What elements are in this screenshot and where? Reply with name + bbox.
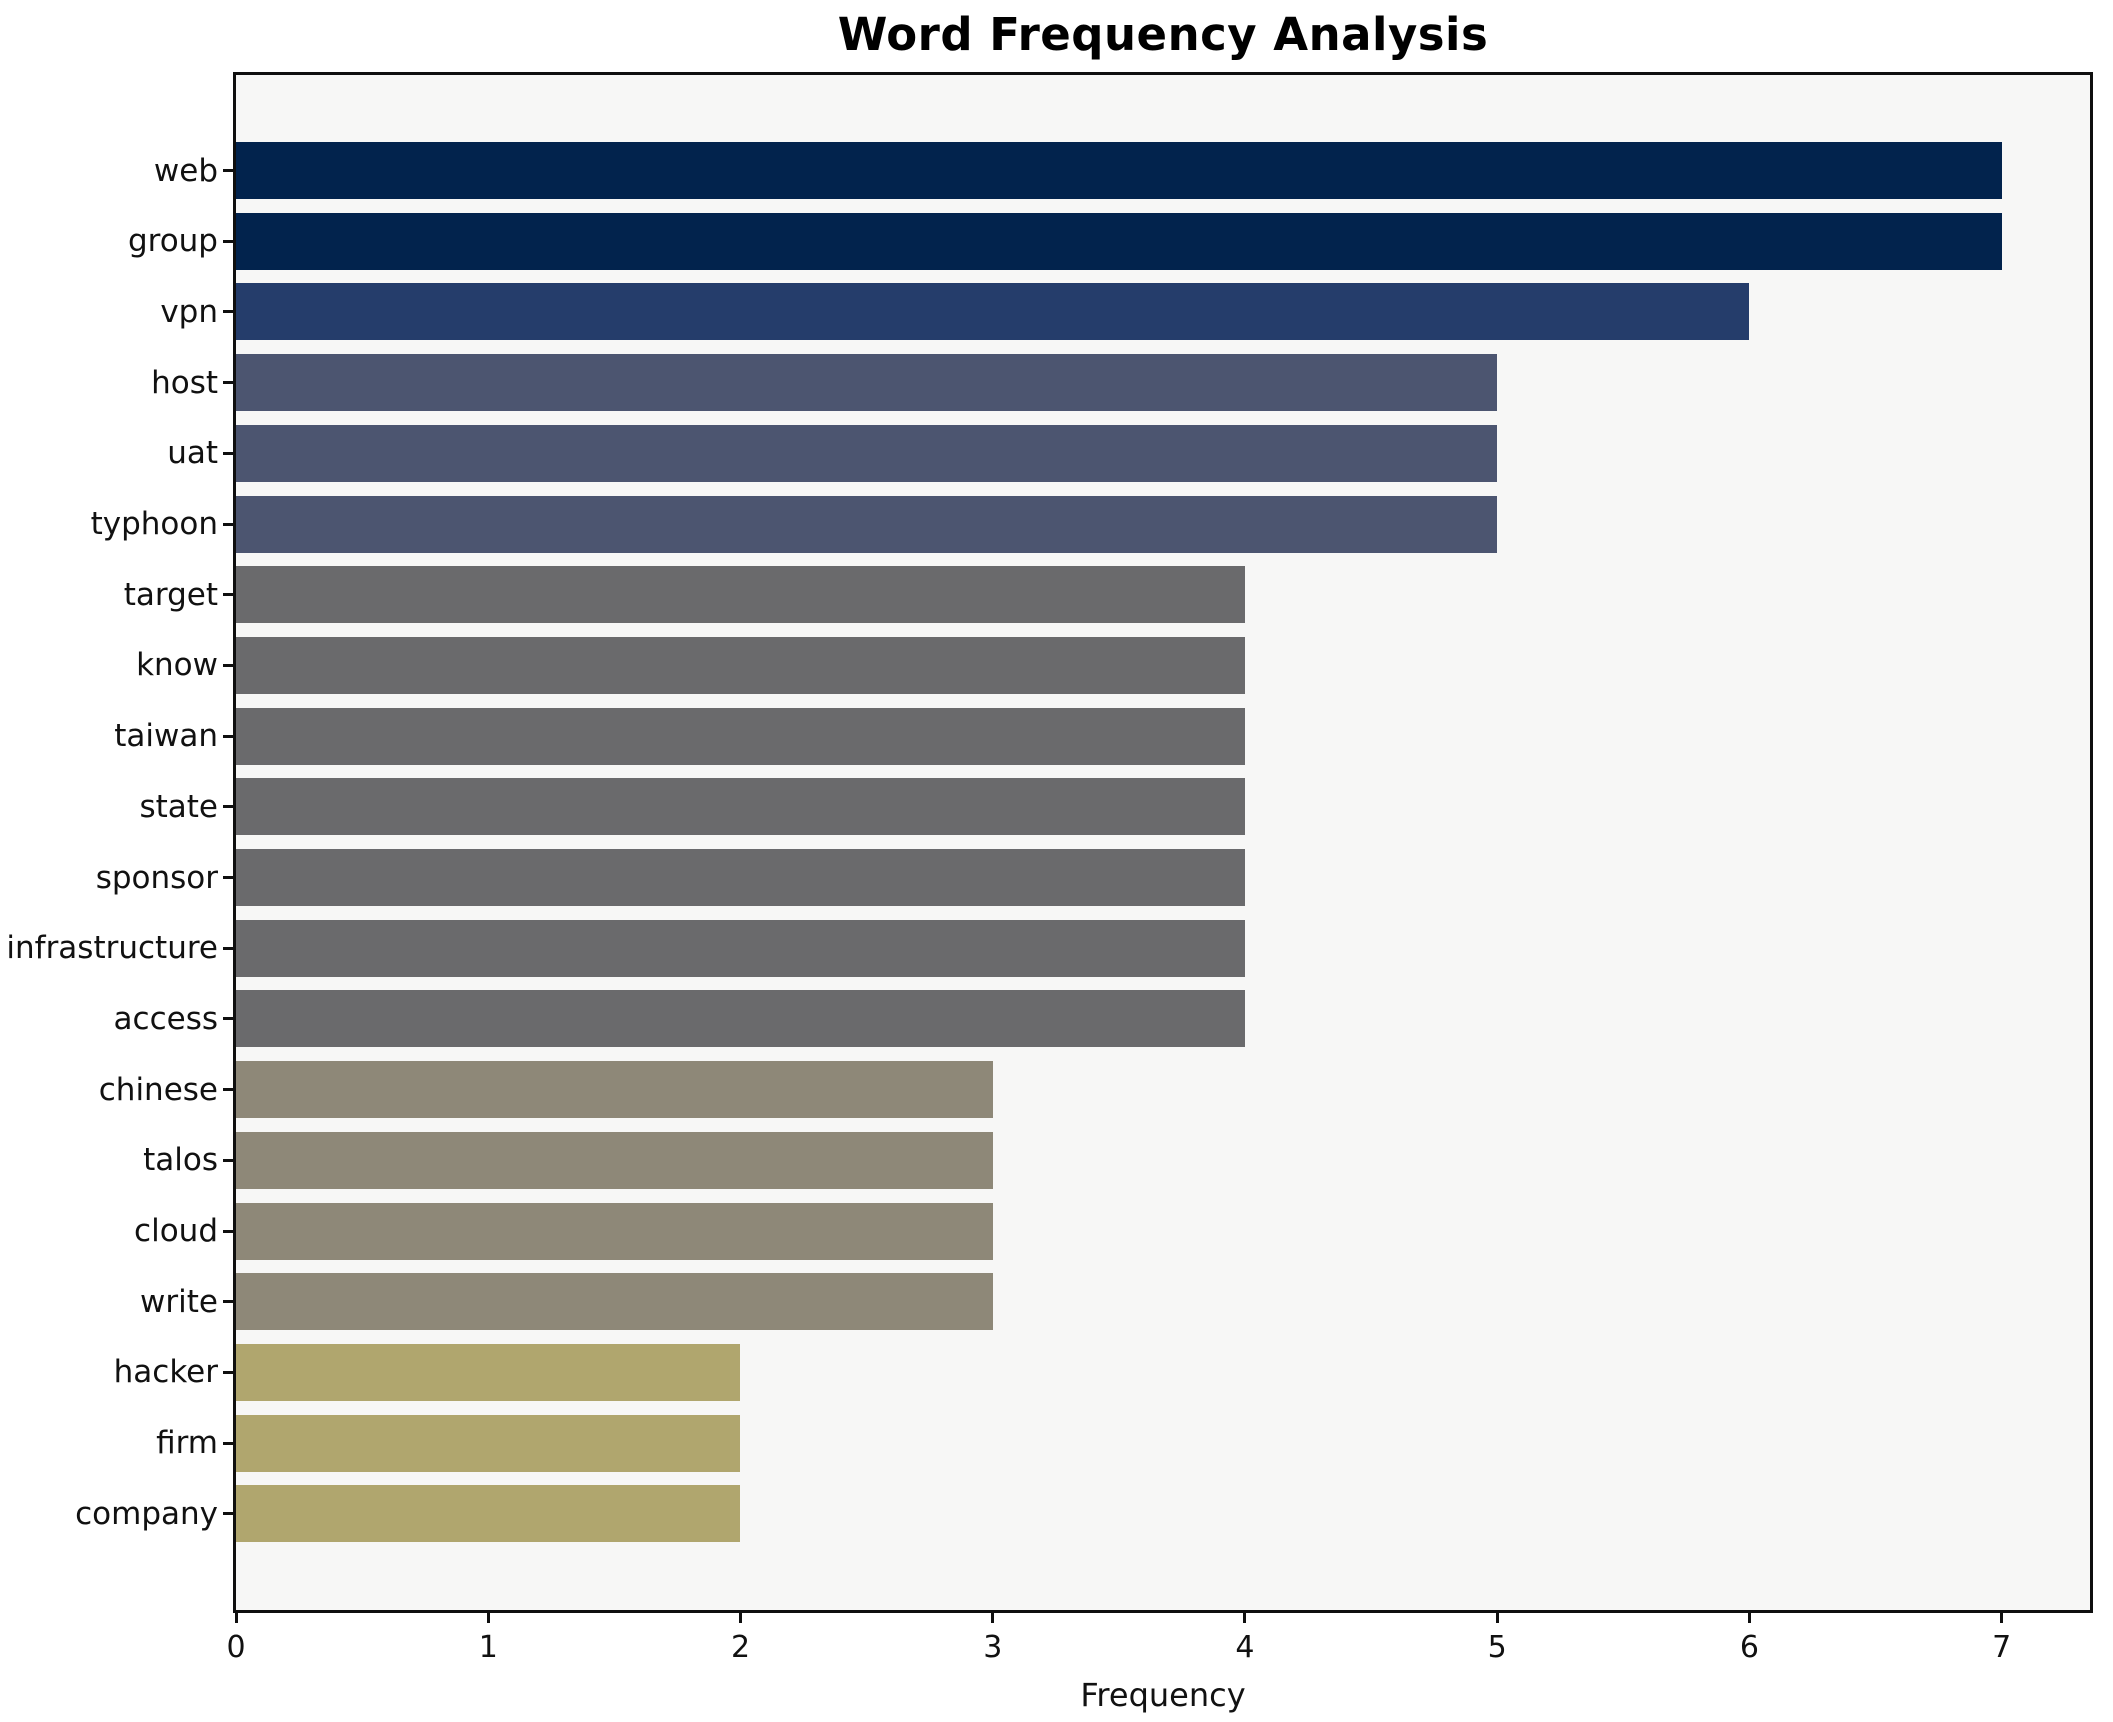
- ytick-mark: [223, 1512, 233, 1516]
- bar-web: [236, 142, 2002, 199]
- ytick-label-talos: talos: [143, 1142, 218, 1179]
- ytick-mark: [223, 381, 233, 385]
- xtick-mark: [234, 1613, 238, 1623]
- xtick-mark: [1495, 1613, 1499, 1623]
- bar-vpn: [236, 283, 1750, 341]
- ytick-mark: [223, 239, 233, 243]
- ytick-mark: [223, 1300, 233, 1304]
- bar-uat: [236, 424, 1498, 482]
- bar-firm: [236, 1414, 741, 1472]
- ytick-label-chinese: chinese: [98, 1071, 218, 1108]
- bar-write: [236, 1273, 993, 1331]
- ytick-mark: [223, 1229, 233, 1233]
- ytick-mark: [223, 663, 233, 667]
- xtick-label-7: 7: [1992, 1630, 2012, 1665]
- ytick-label-firm: firm: [156, 1425, 218, 1462]
- ytick-mark: [223, 522, 233, 526]
- xtick-label-5: 5: [1487, 1630, 1507, 1665]
- x-axis-title: Frequency: [1080, 1676, 1246, 1714]
- ytick-label-taiwan: taiwan: [114, 718, 218, 755]
- bar-chinese: [236, 1061, 993, 1119]
- ytick-mark: [223, 169, 233, 172]
- ytick-label-access: access: [113, 1000, 218, 1037]
- ytick-label-host: host: [151, 364, 218, 401]
- plot-area: [233, 72, 2093, 1613]
- ytick-mark: [223, 1370, 233, 1374]
- ytick-label-target: target: [123, 576, 218, 613]
- ytick-label-group: group: [127, 223, 218, 260]
- ytick-mark: [223, 1158, 233, 1162]
- bar-talos: [236, 1131, 993, 1189]
- bar-cloud: [236, 1202, 993, 1260]
- ytick-label-uat: uat: [167, 435, 218, 472]
- bar-company: [236, 1485, 741, 1543]
- xtick-label-4: 4: [1235, 1630, 1255, 1665]
- ytick-label-typhoon: typhoon: [90, 506, 218, 542]
- ytick-mark: [223, 310, 233, 314]
- ytick-mark: [223, 1088, 233, 1092]
- ytick-mark: [223, 876, 233, 879]
- xtick-mark: [2000, 1613, 2004, 1623]
- bar-hacker: [236, 1343, 741, 1401]
- xtick-label-2: 2: [730, 1630, 751, 1665]
- bar-target: [236, 566, 1245, 624]
- bar-know: [236, 636, 1245, 694]
- bar-state: [236, 778, 1245, 836]
- xtick-mark: [1243, 1613, 1247, 1623]
- ytick-mark: [223, 451, 233, 455]
- ytick-label-company: company: [75, 1495, 218, 1532]
- bar-group: [236, 212, 2002, 270]
- ytick-mark: [223, 946, 233, 950]
- chart-title: Word Frequency Analysis: [837, 8, 1489, 61]
- ytick-label-vpn: vpn: [160, 293, 218, 330]
- bar-taiwan: [236, 707, 1245, 765]
- ytick-mark: [223, 593, 233, 597]
- ytick-label-infrastructure: infrastructure: [6, 930, 218, 967]
- xtick-label-3: 3: [983, 1630, 1003, 1665]
- ytick-label-web: web: [153, 152, 218, 189]
- ytick-mark: [223, 805, 233, 809]
- xtick-mark: [991, 1613, 995, 1623]
- ytick-label-sponsor: sponsor: [95, 859, 218, 896]
- bar-access: [236, 990, 1245, 1048]
- xtick-label-6: 6: [1739, 1630, 1760, 1665]
- ytick-label-cloud: cloud: [134, 1213, 218, 1249]
- bar-infrastructure: [236, 919, 1245, 977]
- ytick-mark: [223, 1017, 233, 1021]
- bar-sponsor: [236, 849, 1245, 906]
- ytick-label-state: state: [139, 788, 218, 825]
- bar-host: [236, 354, 1498, 412]
- xtick-mark: [1747, 1613, 1751, 1623]
- ytick-mark: [223, 734, 233, 738]
- ytick-mark: [223, 1441, 233, 1445]
- xtick-mark: [738, 1613, 742, 1623]
- ytick-label-write: write: [140, 1283, 218, 1320]
- bar-typhoon: [236, 495, 1498, 553]
- xtick-label-0: 0: [226, 1630, 246, 1665]
- xtick-mark: [486, 1613, 490, 1623]
- xtick-label-1: 1: [478, 1630, 498, 1665]
- ytick-label-know: know: [136, 647, 218, 684]
- ytick-label-hacker: hacker: [113, 1354, 218, 1391]
